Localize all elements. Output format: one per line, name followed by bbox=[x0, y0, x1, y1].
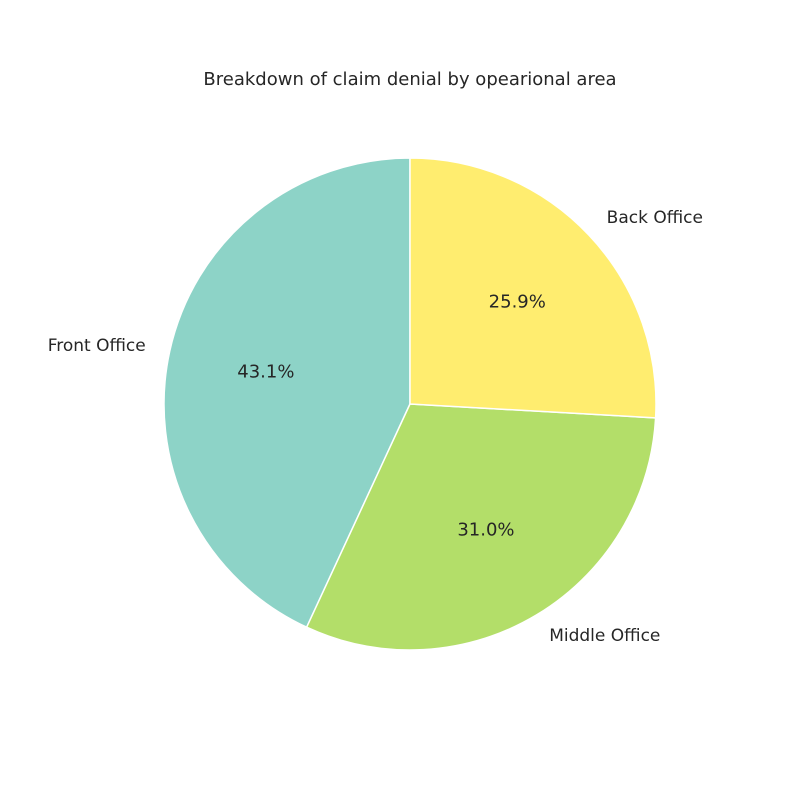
slice-percent-front-office: 43.1% bbox=[237, 361, 294, 382]
pie-slice-middle-office bbox=[305, 403, 657, 651]
pie-labels: Front Office 43.1% Middle Office 31.0% Back … bbox=[48, 208, 703, 646]
chart-title: Breakdown of claim denial by opearional … bbox=[203, 69, 617, 90]
pie-slice-back-office bbox=[409, 157, 657, 419]
slice-label-back-office: Back Office bbox=[607, 208, 703, 228]
slice-percent-back-office: 25.9% bbox=[489, 292, 546, 313]
slice-label-front-office: Front Office bbox=[48, 336, 146, 356]
pie-slices bbox=[163, 157, 657, 651]
pie-slice-front-office bbox=[163, 157, 411, 629]
slice-percent-middle-office: 31.0% bbox=[457, 520, 514, 541]
slice-label-middle-office: Middle Office bbox=[549, 626, 660, 646]
